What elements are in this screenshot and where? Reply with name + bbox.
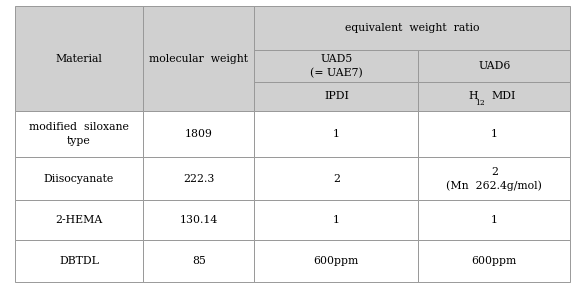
Bar: [15, 111, 143, 157]
Text: 1809: 1809: [185, 129, 213, 139]
Text: 85: 85: [192, 256, 206, 266]
Bar: [254, 200, 418, 240]
Bar: [254, 50, 418, 82]
Bar: [418, 50, 570, 82]
Bar: [418, 82, 570, 111]
Text: DBTDL: DBTDL: [59, 256, 99, 266]
Text: UAD6: UAD6: [478, 61, 511, 71]
Text: 130.14: 130.14: [180, 215, 218, 225]
Bar: [254, 6, 570, 50]
Bar: [143, 111, 254, 157]
Bar: [15, 157, 143, 200]
Text: 600ppm: 600ppm: [472, 256, 517, 266]
Text: 2-HEMA: 2-HEMA: [56, 215, 102, 225]
Bar: [254, 240, 418, 282]
Text: MDI: MDI: [491, 92, 516, 101]
Text: equivalent  weight  ratio: equivalent weight ratio: [345, 23, 480, 33]
Text: 2: 2: [333, 174, 340, 183]
Text: IPDI: IPDI: [324, 92, 349, 101]
Text: Diisocyanate: Diisocyanate: [44, 174, 114, 183]
Bar: [143, 240, 254, 282]
Text: 222.3: 222.3: [183, 174, 215, 183]
Text: 12: 12: [475, 99, 485, 107]
Bar: [15, 240, 143, 282]
Bar: [143, 200, 254, 240]
Bar: [15, 200, 143, 240]
Bar: [143, 157, 254, 200]
Bar: [143, 6, 254, 111]
Text: 1: 1: [333, 215, 340, 225]
Text: 600ppm: 600ppm: [314, 256, 359, 266]
Text: 1: 1: [491, 215, 498, 225]
Text: Material: Material: [56, 54, 102, 64]
Text: 1: 1: [333, 129, 340, 139]
Bar: [418, 111, 570, 157]
Bar: [254, 157, 418, 200]
Text: 2
(Mn  262.4g/mol): 2 (Mn 262.4g/mol): [446, 166, 542, 191]
Text: modified  siloxane
type: modified siloxane type: [29, 122, 129, 145]
Bar: [254, 82, 418, 111]
Text: H: H: [468, 92, 477, 101]
Bar: [418, 157, 570, 200]
Bar: [418, 240, 570, 282]
Bar: [418, 200, 570, 240]
Text: UAD5
(= UAE7): UAD5 (= UAE7): [310, 54, 363, 78]
Bar: [254, 111, 418, 157]
Bar: [15, 6, 143, 111]
Text: 1: 1: [491, 129, 498, 139]
Text: molecular  weight: molecular weight: [149, 54, 249, 64]
